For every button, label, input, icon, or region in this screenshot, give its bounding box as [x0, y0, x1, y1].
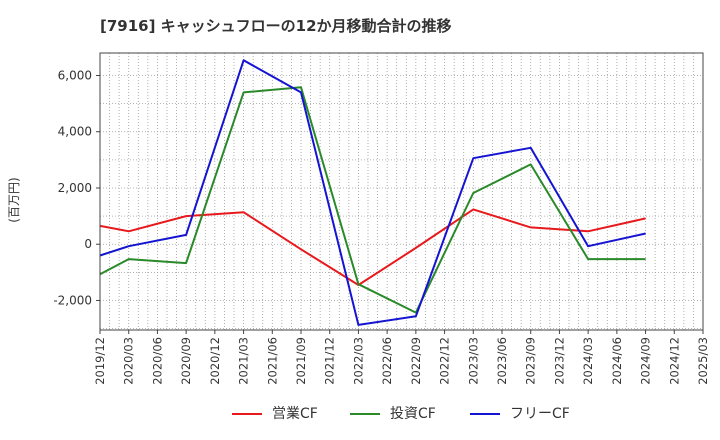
y-tick-label: 6,000: [58, 68, 92, 82]
x-tick-label: 2023/12: [552, 337, 566, 385]
legend: 営業CF 投資CF フリーCF: [232, 406, 570, 422]
x-tick-label: 2023/06: [495, 337, 509, 385]
plot-area: [100, 53, 703, 330]
x-tick-label: 2021/06: [265, 337, 279, 385]
x-tick-label: 2022/12: [438, 337, 452, 385]
x-tick-label: 2024/12: [667, 337, 681, 385]
x-tick-label: 2022/03: [351, 337, 365, 385]
legend-label-free-cf: フリーCF: [510, 406, 570, 422]
x-tick-label: 2022/09: [409, 337, 423, 385]
legend-item-operating-cf: 営業CF: [232, 406, 318, 422]
x-tick-label: 2020/03: [122, 337, 136, 385]
legend-label-operating-cf: 営業CF: [272, 406, 318, 422]
x-axis: 2019/12 2020/03 2020/06 2020/09 2020/12 2021/…: [93, 330, 710, 385]
legend-item-investing-cf: 投資CF: [350, 406, 436, 422]
y-tick-label: 0: [84, 237, 92, 251]
x-tick-label: 2020/12: [208, 337, 222, 385]
y-tick-label: 2,000: [58, 181, 92, 195]
x-tick-label: 2021/12: [323, 337, 337, 385]
x-tick-label: 2022/06: [380, 337, 394, 385]
series-line-investing-cf: [99, 86, 646, 314]
chart-title: [7916] キャッシュフローの12か月移動合計の推移: [100, 17, 452, 35]
series-lines: [99, 59, 646, 326]
y-axis-label: (百万円): [7, 177, 21, 222]
x-tick-label: 2020/09: [179, 337, 193, 385]
x-tick-label: 2024/09: [639, 337, 653, 385]
x-tick-label: 2023/03: [466, 337, 480, 385]
y-tick-label: -2,000: [53, 293, 92, 307]
x-tick-label: 2024/06: [610, 337, 624, 385]
gridlines: [99, 53, 704, 330]
legend-label-investing-cf: 投資CF: [390, 406, 436, 422]
x-tick-label: 2023/09: [524, 337, 538, 385]
legend-item-free-cf: フリーCF: [470, 406, 570, 422]
x-tick-label: 2019/12: [93, 337, 107, 385]
y-axis: -2,000 0 2,000 4,000 6,000: [53, 68, 100, 307]
x-tick-label: 2021/03: [237, 337, 251, 385]
x-tick-label: 2025/03: [696, 337, 710, 385]
x-tick-label: 2021/09: [294, 337, 308, 385]
x-tick-label: 2020/06: [150, 337, 164, 385]
series-line-free-cf: [99, 59, 646, 326]
plot-border: [99, 52, 704, 331]
y-tick-label: 4,000: [58, 125, 92, 139]
x-tick-label: 2024/03: [581, 337, 595, 385]
